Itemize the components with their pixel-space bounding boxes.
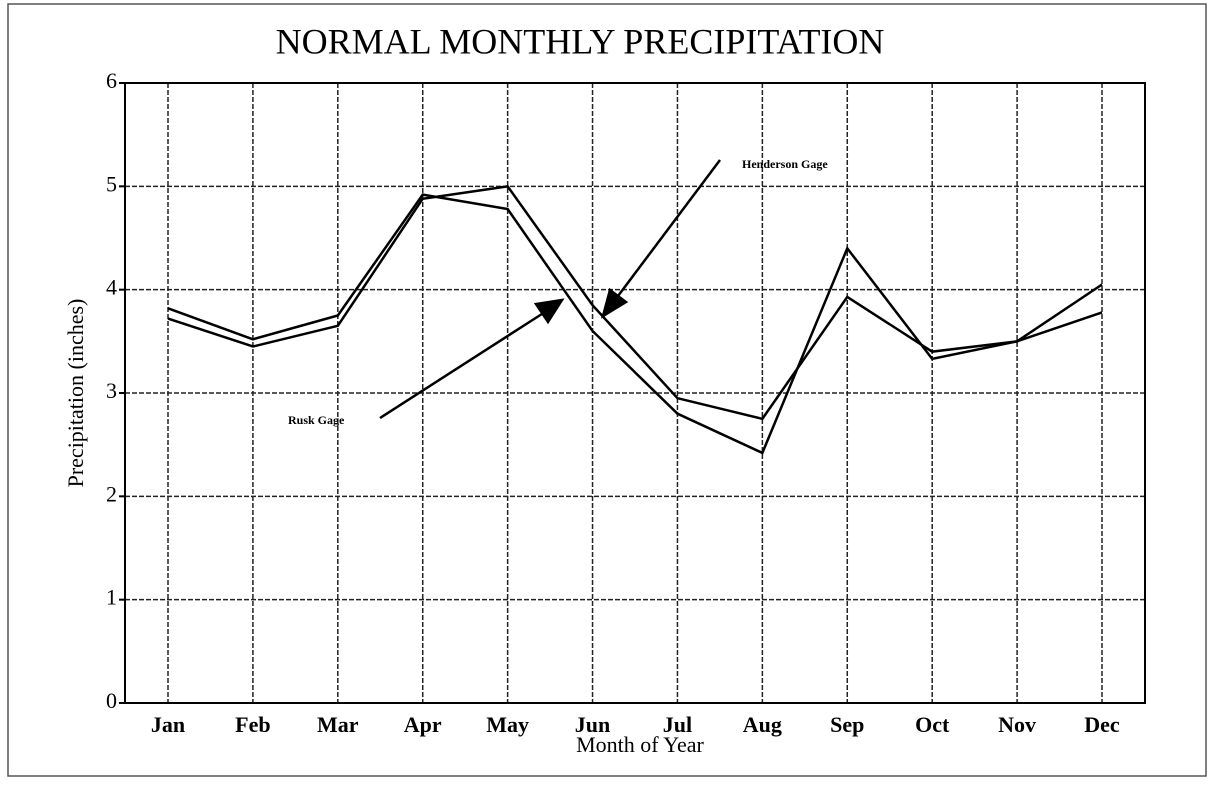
grid [125, 82, 1145, 704]
x-tick-label: May [486, 712, 529, 737]
x-tick-label: Apr [404, 712, 442, 737]
y-tick-label: 5 [106, 171, 117, 196]
x-tick-label: Aug [743, 712, 782, 737]
chart-title: NORMAL MONTHLY PRECIPITATION [276, 21, 885, 61]
x-axis-label: Month of Year [576, 732, 704, 757]
arrowhead [600, 287, 629, 319]
y-tick-label: 0 [106, 688, 117, 713]
arrow [379, 310, 546, 420]
x-tick-label: Jan [151, 712, 185, 737]
x-tick-label: Jul [663, 712, 692, 737]
x-tick-label: Mar [317, 712, 359, 737]
series-line [167, 193, 1103, 455]
y-tick-label: 1 [106, 585, 117, 610]
annotation-arrows [379, 159, 721, 420]
arrow [614, 159, 721, 301]
x-tick-label: Feb [235, 712, 270, 737]
x-tick-label: Dec [1084, 712, 1120, 737]
x-tick-label: Jun [575, 712, 610, 737]
y-tick-label: 4 [106, 275, 117, 300]
y-tick-label: 6 [106, 68, 117, 93]
series-line [167, 184, 1103, 421]
x-tick-label: Nov [998, 712, 1036, 737]
arrowhead [533, 298, 565, 325]
annotation: Henderson Gage [742, 157, 828, 171]
frame [7, 3, 1207, 777]
lines [167, 184, 1103, 455]
y-tick-label: 3 [106, 378, 117, 403]
y-axis-label: Precipitation (inches) [63, 299, 88, 488]
x-tick-label: Oct [915, 712, 950, 737]
y-tick-label: 2 [106, 481, 117, 506]
annotation: Rusk Gage [288, 413, 345, 427]
x-tick-label: Sep [830, 712, 864, 737]
plot-frame [124, 82, 1146, 704]
